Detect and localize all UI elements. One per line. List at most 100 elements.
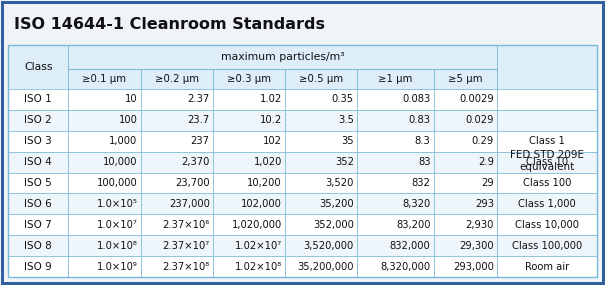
Bar [140,256,213,277]
Text: 832,000: 832,000 [390,241,431,251]
Text: 1.0×10⁷: 1.0×10⁷ [97,220,137,230]
Bar [8,256,68,277]
Bar [357,194,434,214]
Bar [68,110,140,131]
Text: 0.35: 0.35 [332,94,354,104]
Text: 0.83: 0.83 [408,115,431,125]
Bar [213,69,285,89]
Text: ≥0.2 μm: ≥0.2 μm [155,74,198,84]
Bar [8,110,68,131]
Text: Class 100,000: Class 100,000 [512,241,582,251]
Bar [285,214,357,235]
Bar [213,256,285,277]
Bar [68,214,140,235]
Bar [497,172,597,194]
Bar [213,194,285,214]
Text: 293,000: 293,000 [453,262,494,272]
Bar [497,214,597,235]
Bar [213,172,285,194]
Bar [285,110,357,131]
Text: 0.083: 0.083 [402,94,431,104]
Bar [434,152,497,172]
Text: 352: 352 [335,157,354,167]
Text: 3,520: 3,520 [325,178,354,188]
Text: 1,020: 1,020 [253,157,282,167]
Bar [357,89,434,110]
Text: 1.02×10⁷: 1.02×10⁷ [235,241,282,251]
Text: 2.37×10⁶: 2.37×10⁶ [162,220,210,230]
Bar [140,172,213,194]
Text: Class 10: Class 10 [526,157,568,167]
Bar [68,235,140,256]
Bar [68,89,140,110]
Bar [497,89,597,110]
Text: 29,300: 29,300 [459,241,494,251]
Bar [434,214,497,235]
Bar [8,45,597,277]
Text: 0.0029: 0.0029 [459,94,494,104]
Bar [434,235,497,256]
Bar [285,194,357,214]
Text: FED STD 209E
equivalent: FED STD 209E equivalent [510,150,584,172]
FancyBboxPatch shape [2,2,603,283]
Text: 1,020,000: 1,020,000 [232,220,282,230]
Bar [8,45,68,277]
Text: ≥0.5 μm: ≥0.5 μm [299,74,343,84]
Bar [497,194,597,214]
Text: 102,000: 102,000 [241,199,282,209]
Bar [357,235,434,256]
Bar [357,172,434,194]
Bar [140,131,213,152]
Bar [8,214,68,235]
Text: 0.29: 0.29 [472,136,494,146]
Bar [285,69,357,89]
Bar [285,131,357,152]
Bar [8,89,68,110]
Text: ≥1 μm: ≥1 μm [378,74,413,84]
Text: 2,370: 2,370 [182,157,210,167]
Text: 0.029: 0.029 [465,115,494,125]
Text: 3.5: 3.5 [338,115,354,125]
Text: 2,930: 2,930 [465,220,494,230]
Bar [213,131,285,152]
Bar [434,194,497,214]
Text: 1.0×10⁵: 1.0×10⁵ [97,199,137,209]
Bar [357,69,434,89]
Text: 35,200,000: 35,200,000 [298,262,354,272]
Bar [434,172,497,194]
Bar [213,214,285,235]
Bar [68,131,140,152]
Text: ISO 6: ISO 6 [24,199,52,209]
Bar [8,45,597,277]
Text: 8,320,000: 8,320,000 [381,262,431,272]
Text: 1.0×10⁹: 1.0×10⁹ [97,262,137,272]
Text: 3,520,000: 3,520,000 [304,241,354,251]
Bar [140,235,213,256]
Bar [8,152,68,172]
Text: 1.02: 1.02 [260,94,282,104]
Bar [497,110,597,131]
Text: 10: 10 [125,94,137,104]
Bar [68,45,497,69]
Text: ISO 7: ISO 7 [24,220,52,230]
Bar [285,172,357,194]
Text: ≥0.1 μm: ≥0.1 μm [82,74,126,84]
Text: Class 100: Class 100 [523,178,571,188]
Bar [213,152,285,172]
Bar [357,110,434,131]
Bar [8,235,68,256]
Bar [357,131,434,152]
Text: 2.37: 2.37 [188,94,210,104]
Text: ≥5 μm: ≥5 μm [448,74,482,84]
Bar [140,89,213,110]
Bar [434,256,497,277]
Text: 8.3: 8.3 [415,136,431,146]
Text: Class 10,000: Class 10,000 [515,220,579,230]
Bar [434,131,497,152]
Bar [285,89,357,110]
Bar [497,131,597,152]
Bar [140,214,213,235]
Text: ISO 5: ISO 5 [24,178,52,188]
Text: 10,200: 10,200 [247,178,282,188]
Bar [497,235,597,256]
